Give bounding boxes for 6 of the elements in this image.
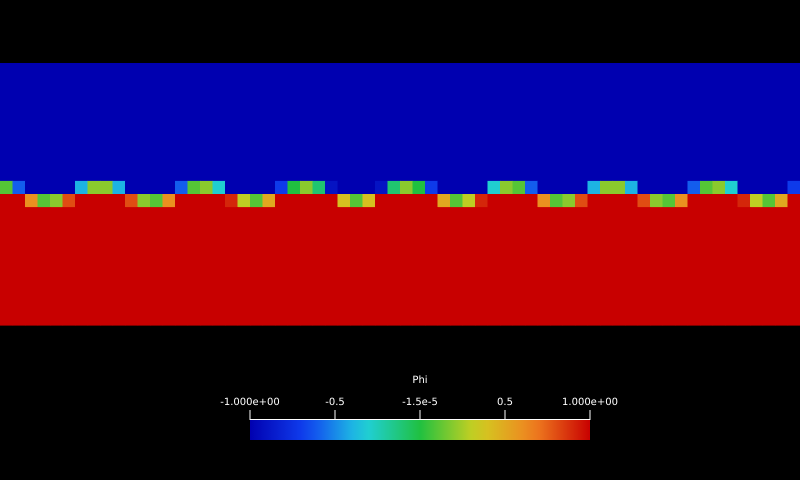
color-bar-title: Phi (412, 375, 428, 386)
color-bar-label: 0.5 (497, 397, 513, 408)
color-bar-label: -0.5 (325, 397, 345, 408)
color-bar-label: -1.000e+00 (220, 397, 280, 408)
color-bar-label: -1.5e-5 (402, 397, 438, 408)
color-bar-label: 1.000e+00 (562, 397, 618, 408)
